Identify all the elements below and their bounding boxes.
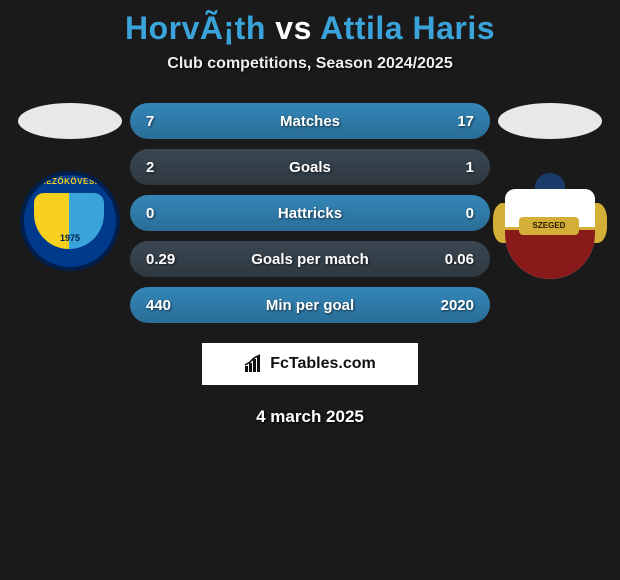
stat-goals-left: 2 [146,159,154,176]
bar-chart-icon [244,354,264,374]
player1-avatar-placeholder [18,103,122,139]
brand-text: FcTables.com [270,355,376,373]
date-line: 4 march 2025 [256,407,364,427]
main-row: MEZŐKÖVESD 1975 7 Matches 17 2 Goals 1 0… [0,103,620,323]
player2-avatar-placeholder [498,103,602,139]
stat-row-goals: 2 Goals 1 [130,149,490,185]
team1-crest-circle: MEZŐKÖVESD 1975 [20,171,120,271]
stat-goals-label: Goals [130,159,490,176]
team2-crest: SZEGED [495,179,605,289]
team2-crest-scroll: SZEGED [519,217,579,235]
team1-crest-year: 1975 [24,233,116,243]
right-column: SZEGED [490,103,610,289]
stats-column: 7 Matches 17 2 Goals 1 0 Hattricks 0 0.2… [130,103,490,323]
stat-gpm-label: Goals per match [130,251,490,268]
stat-mpg-right: 2020 [441,297,474,314]
team1-crest-text: MEZŐKÖVESD [24,177,116,186]
stat-mpg-left: 440 [146,297,171,314]
stat-goals-right: 1 [466,159,474,176]
stat-row-mpg: 440 Min per goal 2020 [130,287,490,323]
stat-gpm-left: 0.29 [146,251,175,268]
stat-row-gpm: 0.29 Goals per match 0.06 [130,241,490,277]
stat-mpg-label: Min per goal [130,297,490,314]
stat-matches-label: Matches [130,113,490,130]
title-vs: vs [275,10,312,46]
stat-matches-right: 17 [457,113,474,130]
stat-gpm-right: 0.06 [445,251,474,268]
stat-row-hattricks: 0 Hattricks 0 [130,195,490,231]
team1-crest: MEZŐKÖVESD 1975 [20,171,120,271]
stat-row-matches: 7 Matches 17 [130,103,490,139]
left-column: MEZŐKÖVESD 1975 [10,103,130,271]
page-title: HorvÃ¡th vs Attila Haris [125,10,495,47]
subtitle: Club competitions, Season 2024/2025 [167,55,452,73]
title-player2: Attila Haris [320,10,495,46]
stat-hattricks-left: 0 [146,205,154,222]
brand-badge[interactable]: FcTables.com [202,343,418,385]
stat-matches-left: 7 [146,113,154,130]
infographic-container: HorvÃ¡th vs Attila Haris Club competitio… [0,0,620,437]
title-player1: HorvÃ¡th [125,10,266,46]
stat-hattricks-right: 0 [466,205,474,222]
stat-hattricks-label: Hattricks [130,205,490,222]
